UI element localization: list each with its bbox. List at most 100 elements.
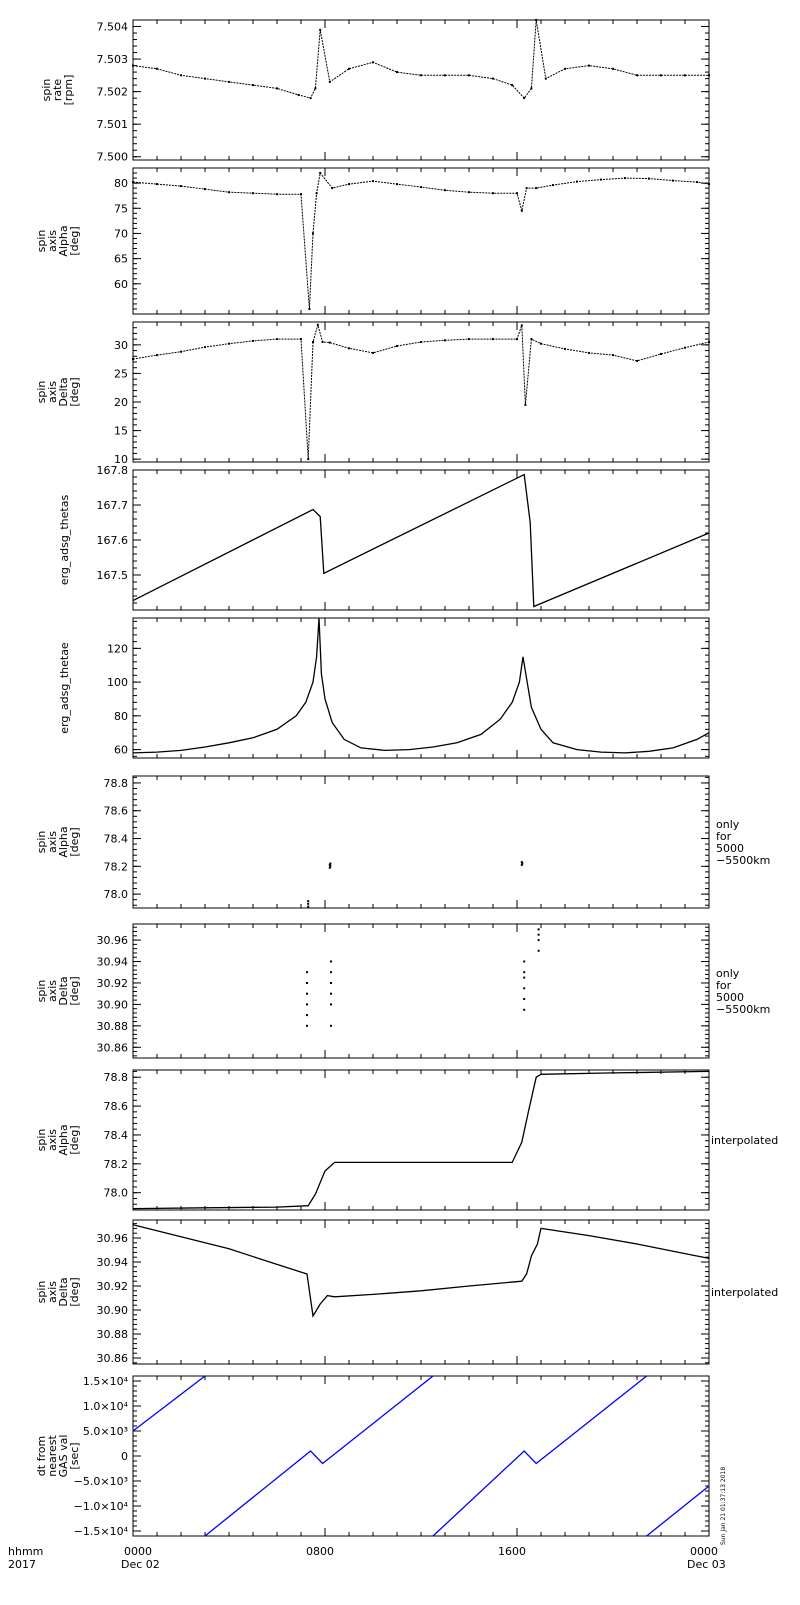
panel-10-ylabel: nearest bbox=[46, 1435, 59, 1477]
panel-6-ylabel: spin bbox=[35, 831, 48, 854]
y-tick-label: 20 bbox=[114, 396, 128, 409]
panel-2-ylabel: spin bbox=[35, 230, 48, 253]
panel-7-ylabel: axis bbox=[46, 980, 59, 1002]
x-tick-label-0: 0000 bbox=[124, 1545, 152, 1558]
panel-1-point bbox=[420, 74, 422, 77]
panel-3-ylabel: [deg] bbox=[68, 377, 81, 406]
y-tick-label: 5.0×10³ bbox=[83, 1425, 128, 1438]
y-tick-label: 78.2 bbox=[104, 1158, 129, 1171]
y-tick-label: 78.8 bbox=[104, 777, 129, 790]
panel-10-ylabel: GAS val bbox=[57, 1435, 70, 1478]
panel-10-frame bbox=[132, 1375, 710, 1537]
panel-6-note: only bbox=[716, 818, 740, 831]
panel-1-ylabel: [rpm] bbox=[62, 75, 75, 106]
panel-9-ylabel: axis bbox=[46, 1281, 59, 1303]
panel-7-point bbox=[523, 960, 526, 963]
panel-8-series-line bbox=[132, 1070, 710, 1210]
y-tick-label: 78.6 bbox=[104, 805, 129, 818]
panel-1-point bbox=[636, 74, 638, 77]
panel-6-note: −5500km bbox=[716, 854, 770, 867]
y-tick-label: 0 bbox=[121, 1450, 128, 1463]
y-tick-label: 167.7 bbox=[97, 499, 129, 512]
panel-7-note: −5500km bbox=[716, 1003, 770, 1016]
y-tick-label: 7.500 bbox=[97, 151, 129, 164]
panel-7-point bbox=[537, 939, 540, 942]
y-tick-label: 30.94 bbox=[97, 1256, 129, 1269]
y-tick-label: 78.4 bbox=[104, 833, 129, 846]
y-tick-label: 70 bbox=[114, 227, 128, 240]
panel-9-ylabel: [deg] bbox=[68, 1277, 81, 1306]
x-left-label-hhmm: hhmm bbox=[8, 1545, 43, 1558]
y-tick-label: 167.8 bbox=[97, 464, 129, 477]
panel-6-point bbox=[329, 865, 332, 868]
panel-3-ylabel: spin bbox=[35, 381, 48, 404]
x-date-label-3: Dec 03 bbox=[687, 1558, 726, 1571]
panel-7-point bbox=[306, 992, 308, 995]
panel-4: 167.5 167.6 167.7 167.8 erg_adsg_thetas bbox=[58, 464, 710, 611]
y-tick-label: 30.88 bbox=[97, 1328, 129, 1341]
panel-2-ylabel: [deg] bbox=[68, 226, 81, 255]
panel-7-point bbox=[306, 971, 308, 974]
panel-1-point bbox=[684, 74, 686, 77]
y-tick-label: 7.504 bbox=[97, 21, 129, 34]
panel-8-note: interpolated bbox=[711, 1134, 778, 1147]
y-tick-label: 1.5×10⁴ bbox=[83, 1375, 129, 1388]
y-tick-label: 167.6 bbox=[97, 534, 129, 547]
panel-6-point bbox=[307, 902, 310, 905]
panel-9-series-line bbox=[132, 1224, 710, 1318]
y-tick-label: 60 bbox=[114, 744, 128, 757]
panel-1-point bbox=[511, 84, 514, 87]
panel-7-ylabel: Delta bbox=[57, 976, 70, 1005]
y-tick-label: 78.6 bbox=[104, 1100, 129, 1113]
y-tick-label: 120 bbox=[107, 642, 128, 655]
panel-2-frame bbox=[132, 167, 710, 315]
panel-7-point bbox=[306, 1014, 308, 1017]
panel-2-trace bbox=[132, 171, 710, 310]
panel-5: 60 80 100 120 erg_adsg_thetae bbox=[58, 617, 710, 759]
y-tick-label: 78.0 bbox=[104, 888, 129, 901]
panel-9-ylabel: spin bbox=[35, 1281, 48, 1304]
panel-8-frame bbox=[132, 1069, 710, 1211]
panel-7-frame bbox=[132, 923, 710, 1059]
panel-10-ylabel: dt from bbox=[35, 1436, 48, 1476]
panel-1-point bbox=[660, 74, 662, 77]
x-tick-label-1: 0800 bbox=[306, 1545, 334, 1558]
panel-6-point bbox=[520, 863, 523, 866]
panel-7-point bbox=[537, 928, 540, 931]
panel-5-series-line bbox=[132, 617, 710, 754]
panel-7-note: 5000 bbox=[716, 991, 744, 1004]
panel-1-point bbox=[396, 71, 398, 74]
panel-7-point bbox=[306, 1024, 308, 1027]
panel-3-point bbox=[372, 351, 374, 354]
panel-8-ylabel: axis bbox=[46, 1129, 59, 1151]
panel-6-note: 5000 bbox=[716, 842, 744, 855]
y-tick-label: 30.90 bbox=[97, 1304, 129, 1317]
panel-3-ylabel: Delta bbox=[57, 377, 70, 406]
panel-7-point bbox=[330, 982, 332, 984]
panel-1-point bbox=[348, 67, 350, 70]
panel-1-point bbox=[314, 87, 317, 90]
panel-6-ylabel: axis bbox=[46, 831, 59, 853]
y-tick-label: 15 bbox=[114, 425, 128, 438]
panel-6-ylabel: [deg] bbox=[68, 827, 81, 856]
y-tick-label: 75 bbox=[114, 202, 128, 215]
panel-5-frame bbox=[132, 617, 710, 759]
y-tick-label: 167.5 bbox=[97, 569, 129, 582]
panel-1-point bbox=[468, 74, 470, 77]
x-date-label-0: Dec 02 bbox=[121, 1558, 160, 1571]
panel-2-point bbox=[312, 232, 314, 235]
panel-7-note: only bbox=[716, 967, 740, 980]
panel-7-point bbox=[537, 933, 540, 936]
panel-7-point bbox=[330, 1003, 332, 1006]
panel-10-ylabel: [sec] bbox=[68, 1442, 81, 1469]
panel-3-point bbox=[660, 353, 662, 355]
panel-1-trace bbox=[132, 19, 709, 99]
panel-7-point bbox=[330, 1024, 332, 1027]
panel-6-point bbox=[521, 862, 524, 865]
panel-7-point bbox=[306, 1003, 308, 1006]
timestamp-stamp: Sun Jan 21 01:37:13 2018 bbox=[720, 1467, 727, 1545]
